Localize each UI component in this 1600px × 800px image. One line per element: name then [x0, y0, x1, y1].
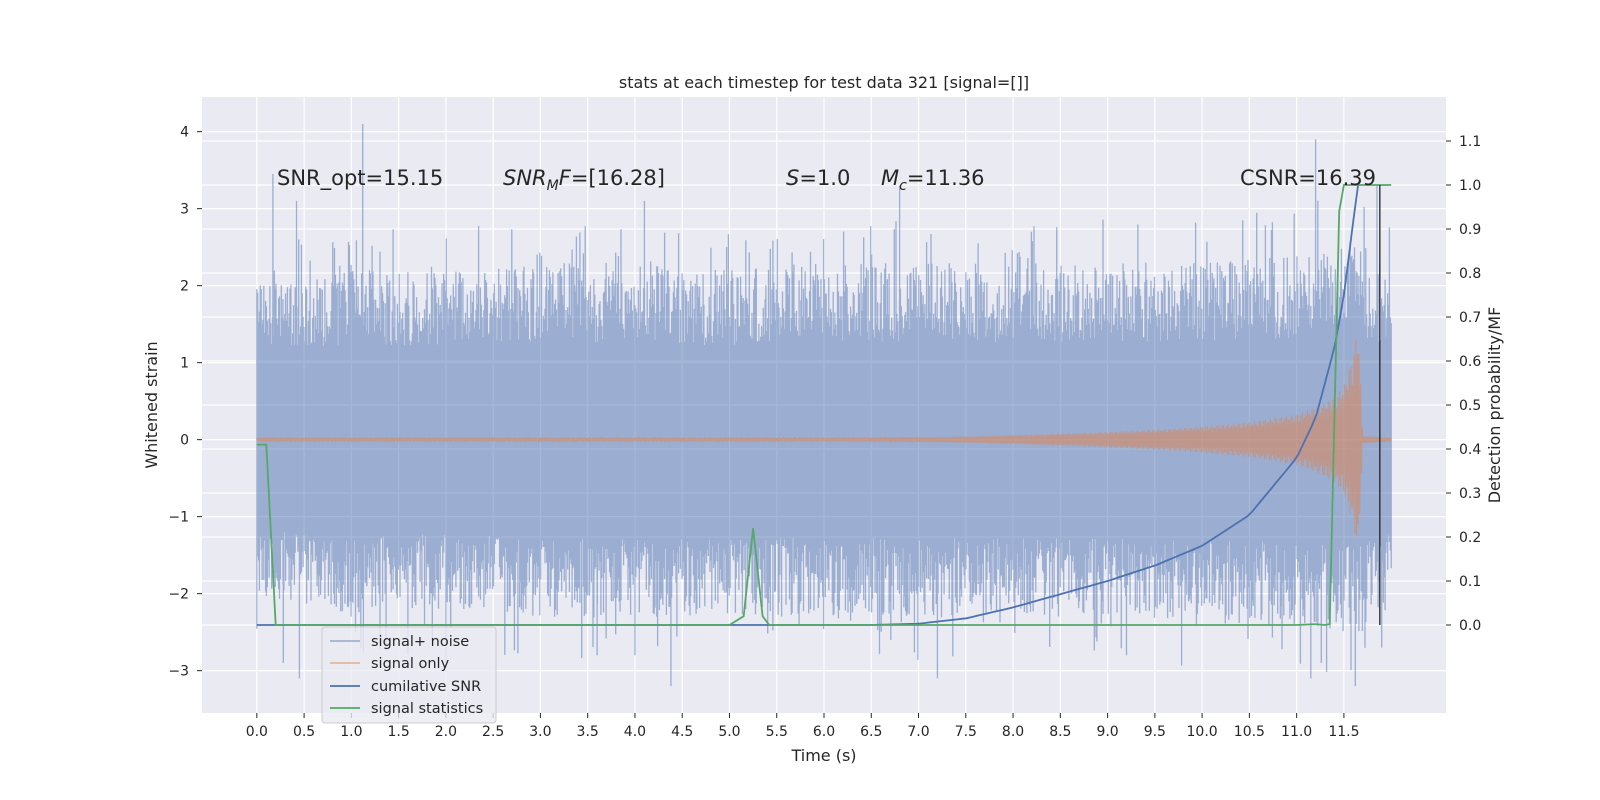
- data-layer: [256, 124, 1392, 687]
- x-tick-label: 11.5: [1328, 724, 1359, 740]
- y-left-tick-label: −1: [168, 510, 189, 526]
- x-tick-label: 0.5: [293, 724, 315, 740]
- y-right-tick-label: 0.0: [1459, 618, 1481, 634]
- snr-mf-subscript: M: [547, 178, 559, 194]
- y-left-tick-label: −2: [168, 587, 189, 603]
- y-right-tick-label: 1.0: [1459, 178, 1481, 194]
- x-tick-label: 7.0: [907, 724, 929, 740]
- snr-mf-value: =[16.28]: [571, 166, 665, 190]
- s-symbol: S: [786, 166, 799, 190]
- s-value: =1.0: [799, 166, 850, 190]
- x-tick-label: 0.0: [246, 724, 268, 740]
- y-right-tick-label: 0.4: [1459, 442, 1481, 458]
- x-tick-label: 7.5: [955, 724, 977, 740]
- chart-title: stats at each timestep for test data 321…: [619, 73, 1029, 92]
- snr-mf-symbol-f: F: [559, 166, 572, 190]
- signal-only-series: [256, 340, 1392, 537]
- y-left-tick-label: 3: [180, 202, 189, 218]
- y-right-tick-label: 0.6: [1459, 354, 1481, 370]
- x-tick-label: 2.5: [482, 724, 504, 740]
- s-annotation: S=1.0: [786, 166, 850, 190]
- x-tick-label: 5.0: [718, 724, 740, 740]
- x-tick-label: 8.0: [1002, 724, 1024, 740]
- y-right-tick-label: 0.9: [1459, 222, 1481, 238]
- x-tick-label: 9.5: [1144, 724, 1166, 740]
- mc-value: =11.36: [907, 166, 985, 190]
- legend-label-signal-noise: signal+ noise: [371, 634, 469, 650]
- mc-subscript: c: [899, 178, 907, 194]
- x-tick-label: 10.5: [1234, 724, 1265, 740]
- x-tick-label: 2.0: [435, 724, 457, 740]
- csnr-annotation: CSNR=16.39: [1240, 166, 1376, 190]
- annotations: SNR_opt=15.15 SNRMF=[16.28] S=1.0 Mc=11.…: [277, 166, 1376, 194]
- x-tick-label: 1.0: [340, 724, 362, 740]
- mc-symbol: M: [881, 166, 899, 190]
- x-tick-label: 11.0: [1281, 724, 1312, 740]
- y-right-tick-label: 0.3: [1459, 486, 1481, 502]
- x-tick-label: 6.5: [860, 724, 882, 740]
- y-left-tick-label: 0: [180, 433, 189, 449]
- snr-mf-symbol: SNR: [503, 166, 547, 190]
- x-tick-label: 10.0: [1187, 724, 1218, 740]
- y-left-tick-label: 1: [180, 356, 189, 372]
- x-tick-label: 5.5: [766, 724, 788, 740]
- x-tick-label: 1.5: [387, 724, 409, 740]
- y-axis-left-label: Whitened strain: [142, 341, 161, 468]
- y-left-tick-label: −3: [168, 664, 189, 680]
- x-tick-label: 4.0: [624, 724, 646, 740]
- legend-label-signal-only: signal only: [371, 656, 450, 672]
- x-axis-label: Time (s): [790, 746, 856, 765]
- x-tick-label: 3.0: [529, 724, 551, 740]
- signal-statistics-series: [256, 184, 1392, 626]
- y-right-tick-label: 0.1: [1459, 574, 1481, 590]
- legend-frame: [321, 626, 497, 724]
- x-tick-label: 4.5: [671, 724, 693, 740]
- y-right-tick-label: 0.7: [1459, 310, 1481, 326]
- y-right-tick-label: 0.5: [1459, 398, 1481, 414]
- mc-annotation: Mc=11.36: [881, 166, 985, 194]
- x-tick-label: 8.5: [1049, 724, 1071, 740]
- axes: 0.0 0.5 1.0 1.5 2.0 2.5 3.0 3.5 4.0 4.5 5.0 5.5 6.0 6…: [168, 125, 1481, 740]
- y-right-tick-label: 1.1: [1459, 134, 1481, 150]
- snr-mf-annotation: SNRMF=[16.28]: [503, 166, 665, 194]
- legend: signal+ noise signal only cumilative SNR…: [321, 626, 497, 724]
- x-tick-label: 9.0: [1096, 724, 1118, 740]
- x-tick-label: 6.0: [813, 724, 835, 740]
- y-right-tick-label: 0.2: [1459, 530, 1481, 546]
- snr-opt-annotation: SNR_opt=15.15: [277, 166, 443, 191]
- legend-label-signal-statistics: signal statistics: [371, 701, 483, 717]
- y-left-tick-label: 2: [180, 279, 189, 295]
- x-tick-label: 3.5: [577, 724, 599, 740]
- y-axis-right-label: Detection probability/MF: [1485, 307, 1504, 504]
- legend-label-cumulative-snr: cumilative SNR: [371, 679, 481, 695]
- y-left-tick-label: 4: [180, 125, 189, 141]
- y-right-tick-label: 0.8: [1459, 266, 1481, 282]
